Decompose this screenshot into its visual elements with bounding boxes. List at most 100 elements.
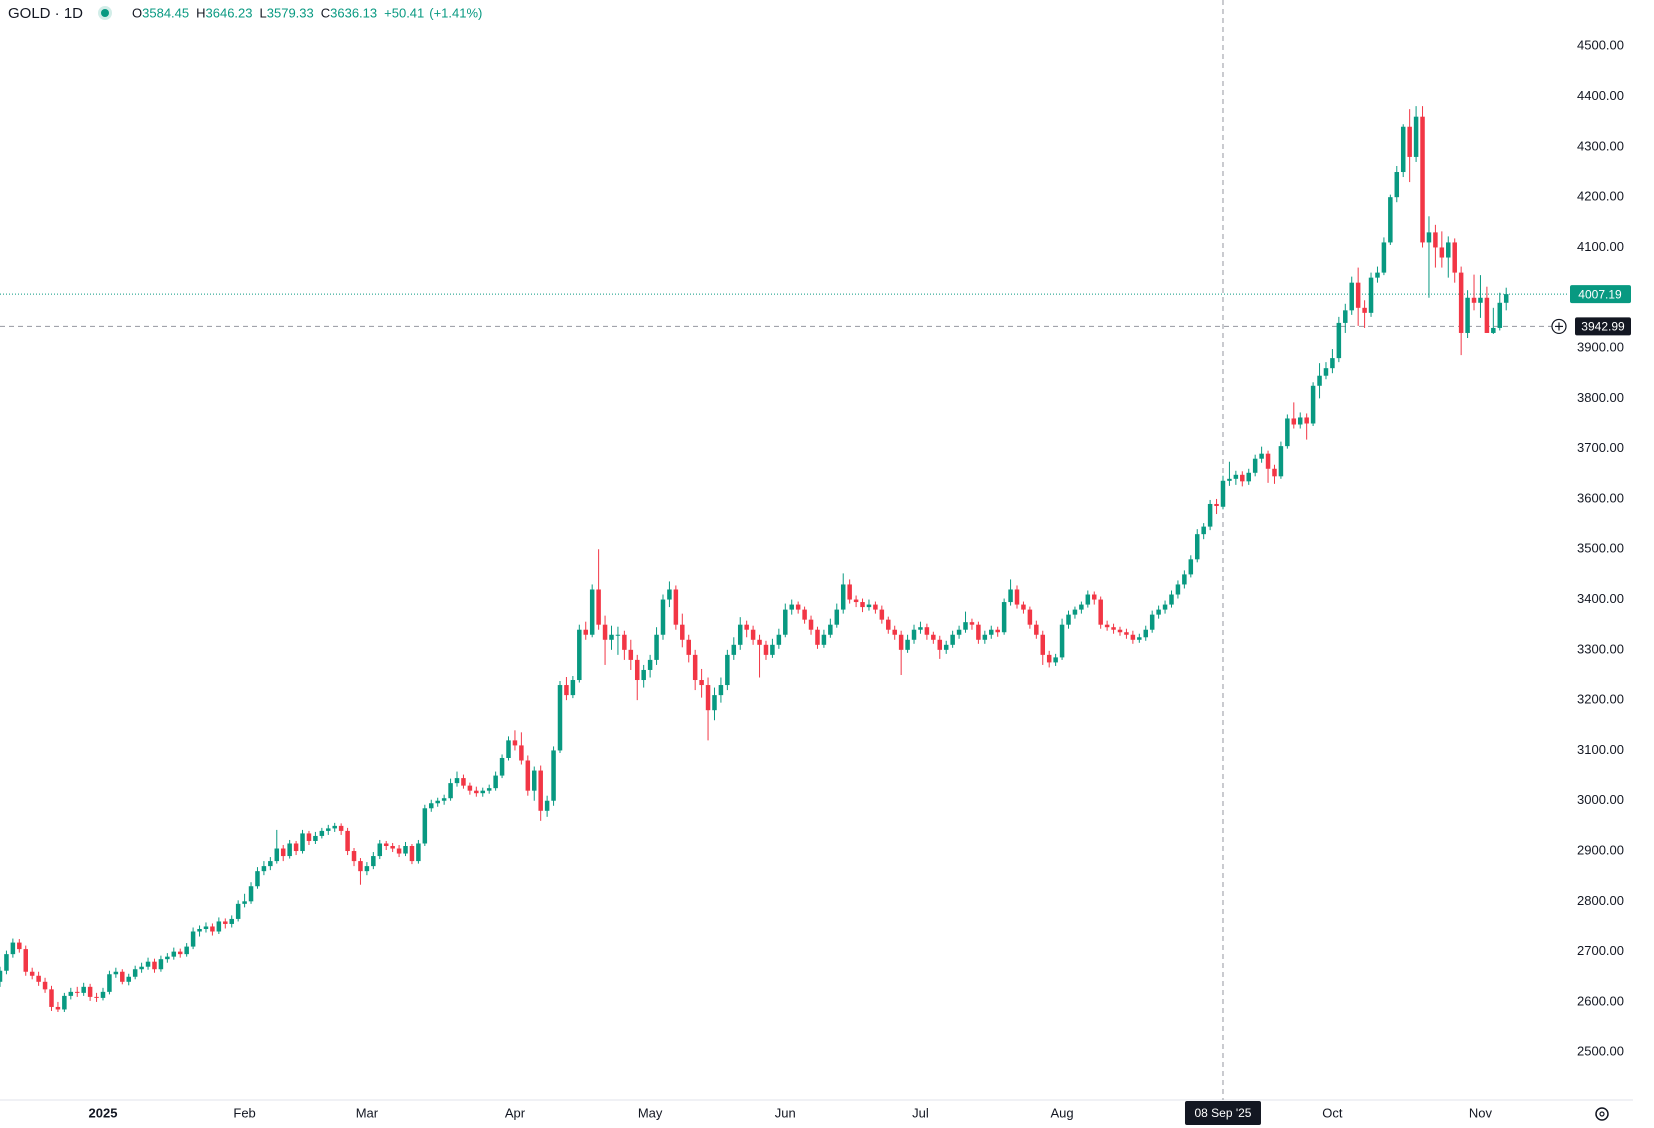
settings-icon-ring[interactable] xyxy=(1595,1107,1609,1121)
candle-body xyxy=(1400,126,1406,173)
candle-body xyxy=(345,830,350,852)
candle-body xyxy=(1207,503,1213,527)
candle-body xyxy=(634,659,640,681)
candle-body xyxy=(1317,375,1322,386)
legend-key: H xyxy=(196,5,205,20)
candle-body xyxy=(223,921,228,924)
candle xyxy=(886,616,891,634)
x-tick-label: Aug xyxy=(1050,1105,1073,1120)
candle xyxy=(737,617,743,650)
candle xyxy=(828,618,833,638)
y-tick-label: 3600.00 xyxy=(1577,490,1624,505)
candle xyxy=(467,782,473,795)
candle xyxy=(622,630,627,660)
candle xyxy=(731,637,737,660)
candle xyxy=(1130,630,1136,644)
y-tick-label: 2800.00 xyxy=(1577,893,1624,908)
candle xyxy=(783,603,788,638)
candle-body xyxy=(1001,602,1007,633)
last-price-box xyxy=(1570,285,1631,304)
candle-body xyxy=(1368,277,1374,313)
candle xyxy=(474,786,479,797)
candle-body xyxy=(42,981,48,990)
candle-body xyxy=(828,624,833,635)
candle xyxy=(1072,606,1078,619)
candle xyxy=(898,630,904,675)
candle-body xyxy=(1259,453,1264,459)
candle xyxy=(1169,590,1174,608)
candle-body xyxy=(821,634,827,645)
candle-body xyxy=(371,856,376,867)
candle xyxy=(982,630,988,644)
symbol-title[interactable]: GOLD · 1D xyxy=(8,5,83,22)
candle-body xyxy=(10,942,16,955)
legend-value: 3636.13 xyxy=(330,5,377,20)
candle-body xyxy=(840,584,846,610)
candle xyxy=(184,943,189,957)
candle-body xyxy=(1304,417,1309,424)
candle xyxy=(55,1001,61,1012)
settings-icon-core[interactable] xyxy=(1599,1111,1605,1117)
candle xyxy=(840,573,846,614)
candle-body xyxy=(81,986,86,993)
candle xyxy=(660,594,666,640)
candle-body xyxy=(1040,634,1046,655)
candle-body xyxy=(1388,197,1393,243)
candle-body xyxy=(911,629,917,640)
candle-body xyxy=(171,951,177,957)
candle-body xyxy=(956,629,962,635)
candle-body xyxy=(680,624,685,640)
legend-change-pct: (+1.41%) xyxy=(429,5,482,20)
candle xyxy=(480,787,486,797)
candle xyxy=(17,939,22,953)
candle xyxy=(1317,363,1322,399)
y-tick-label: 3000.00 xyxy=(1577,792,1624,807)
candle xyxy=(396,844,402,858)
candle-body xyxy=(1336,322,1342,359)
candle xyxy=(1143,625,1148,641)
candle-body xyxy=(300,833,305,852)
candle xyxy=(23,945,28,976)
candle xyxy=(1362,300,1367,328)
candle xyxy=(969,618,975,630)
candle-body xyxy=(429,803,434,809)
candle xyxy=(242,893,247,908)
candle xyxy=(126,973,131,986)
candle-body xyxy=(602,624,608,640)
x-tick-label: Apr xyxy=(505,1105,526,1120)
candle-body xyxy=(712,695,717,711)
y-tick-label: 4500.00 xyxy=(1577,38,1624,53)
candle xyxy=(750,625,756,645)
candle xyxy=(1021,601,1026,614)
candle-body xyxy=(1503,294,1509,303)
candle xyxy=(976,621,981,644)
candle xyxy=(280,844,286,862)
candle-body xyxy=(969,622,975,625)
candle xyxy=(1040,630,1046,665)
candle-body xyxy=(950,634,955,645)
candle-body xyxy=(757,639,762,645)
candle-body xyxy=(1265,453,1271,469)
status-dot xyxy=(101,9,109,17)
candle xyxy=(177,948,183,958)
x-tick-label: 2025 xyxy=(89,1105,118,1120)
candle-body xyxy=(931,634,936,640)
candle-body xyxy=(718,685,724,696)
candle-body xyxy=(1452,242,1457,273)
candle-body xyxy=(242,901,247,904)
candle-body xyxy=(480,790,486,794)
candle-body xyxy=(847,584,852,600)
candle xyxy=(577,624,582,683)
candle-body xyxy=(319,830,325,836)
candle-body xyxy=(120,971,125,982)
candle xyxy=(1272,464,1277,484)
candle-body xyxy=(731,644,737,655)
candle-body xyxy=(338,825,344,831)
candle-body xyxy=(622,634,627,650)
settings-icon[interactable] xyxy=(1595,1107,1609,1121)
candle-body xyxy=(519,745,524,761)
candle-body xyxy=(62,995,67,1010)
candle xyxy=(551,746,556,806)
candle xyxy=(68,987,74,1000)
